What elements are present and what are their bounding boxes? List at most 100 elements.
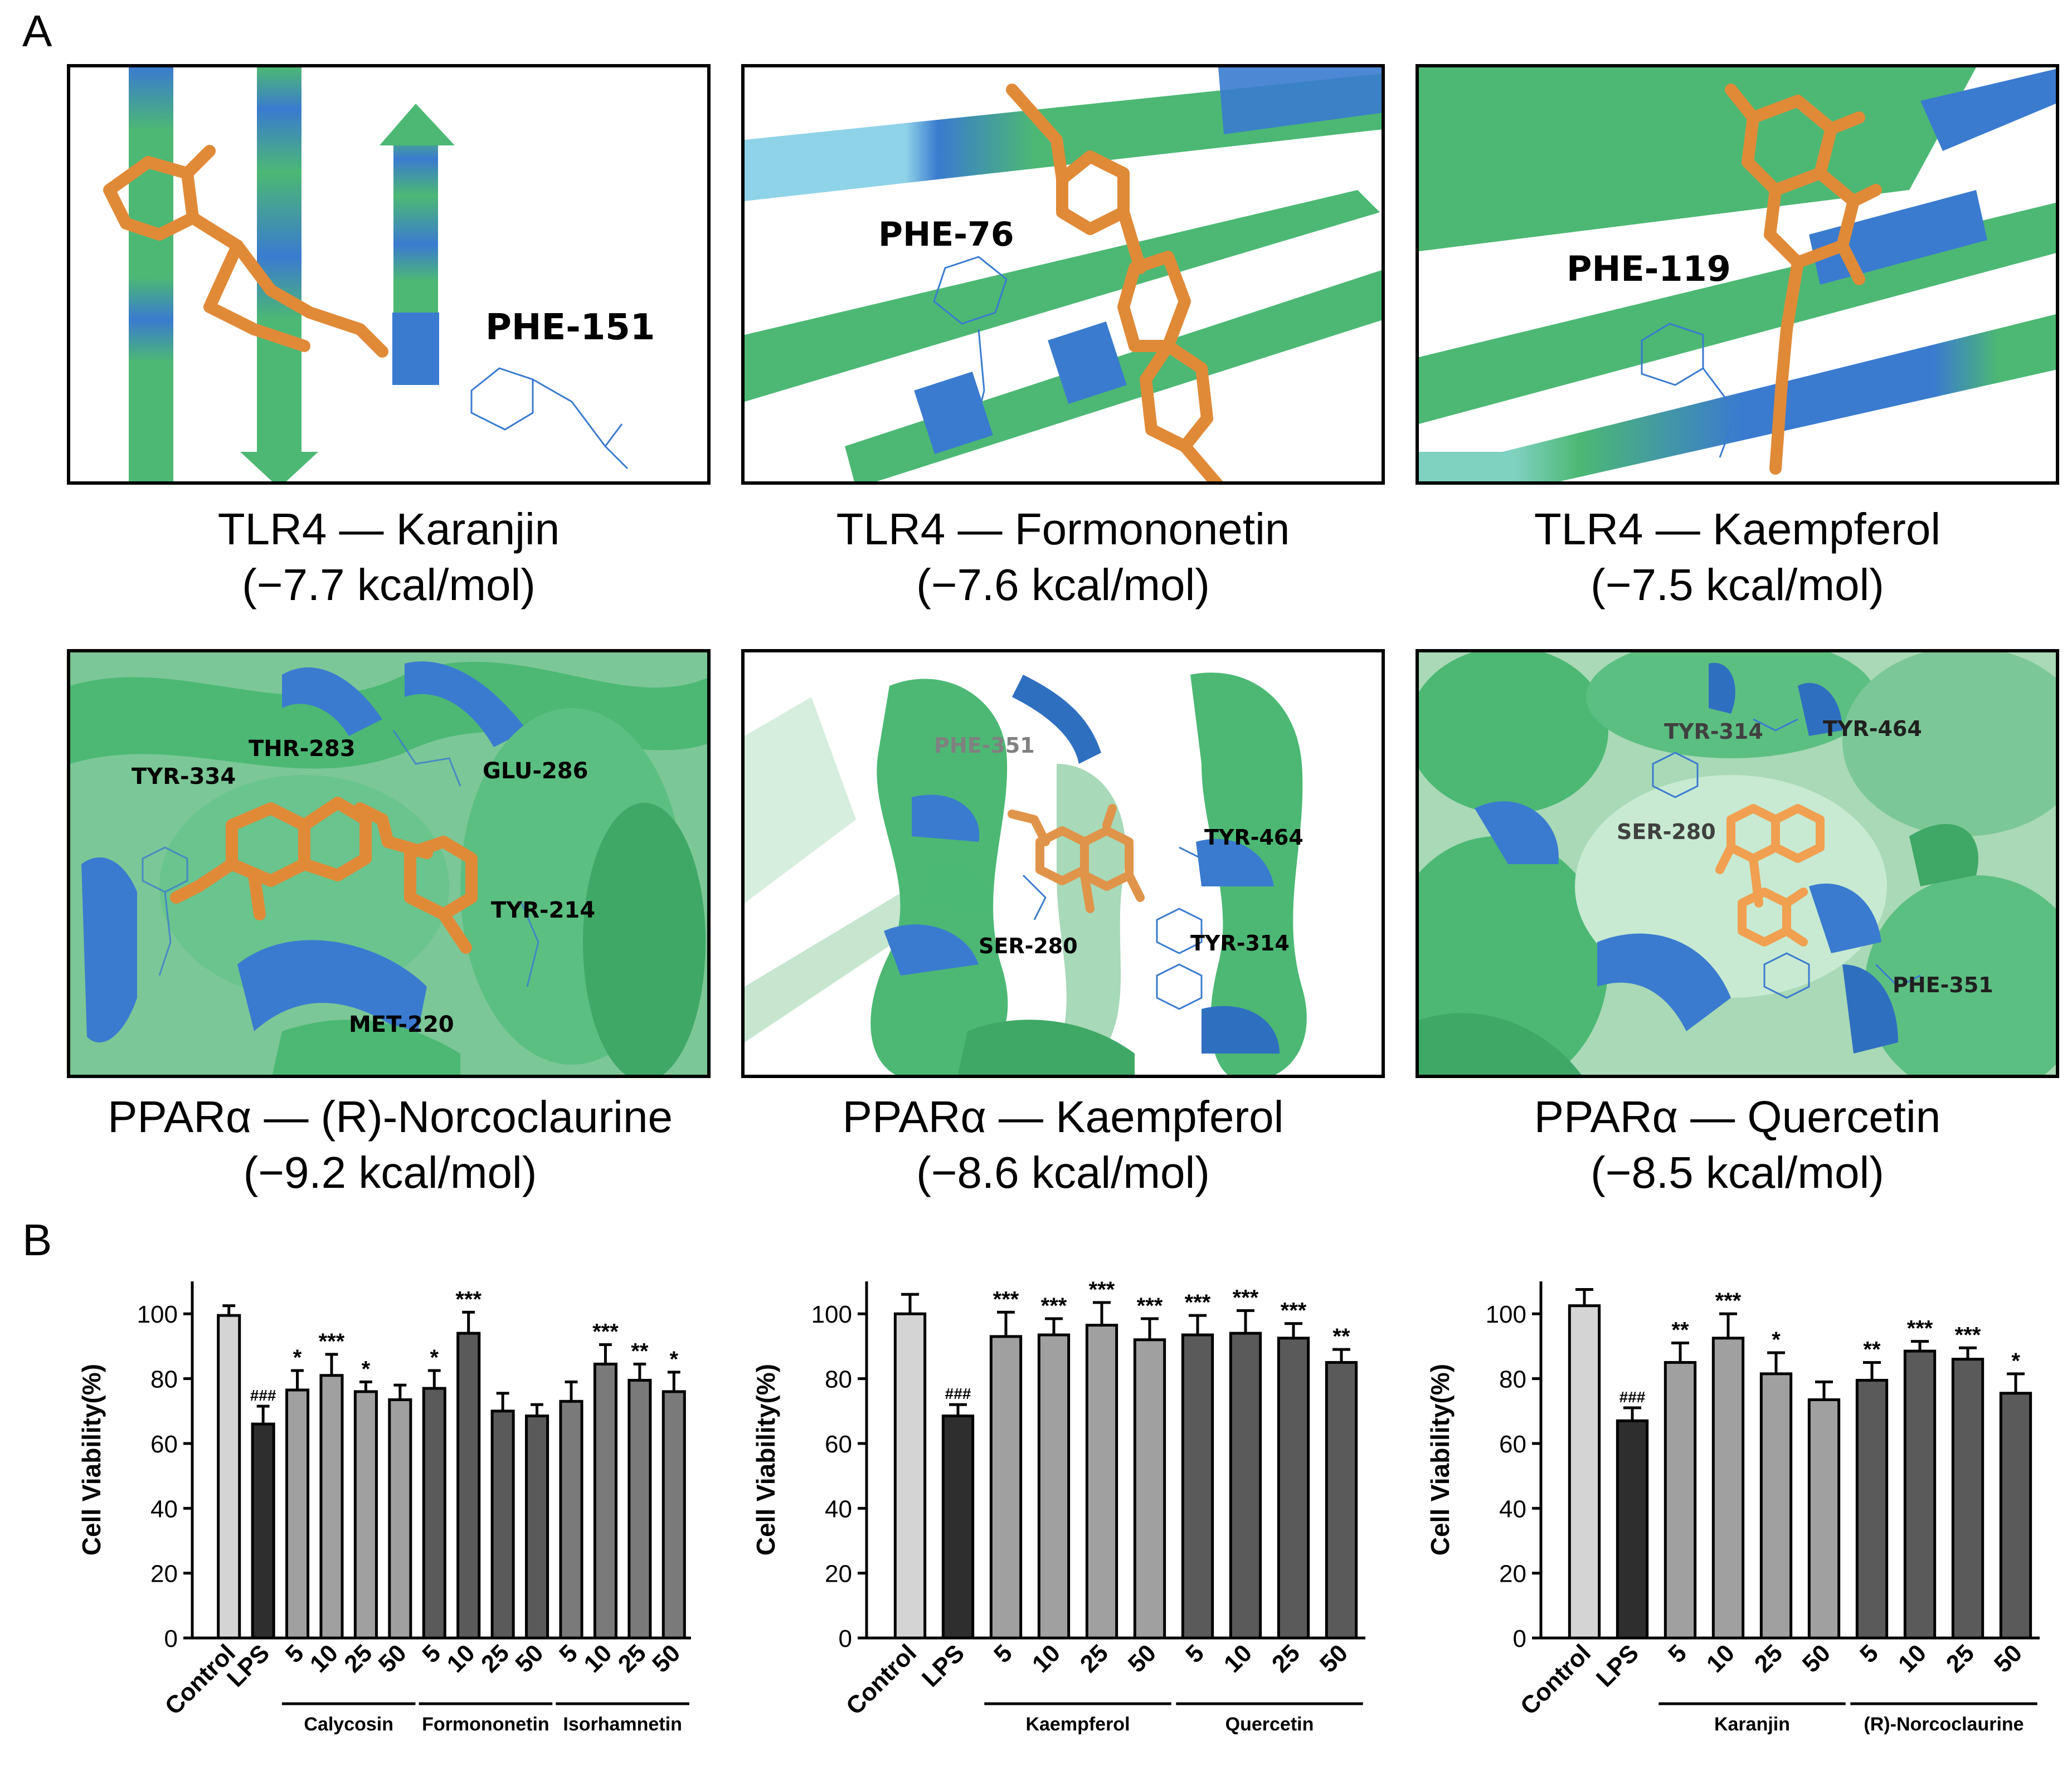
bar (1807, 1398, 1841, 1640)
bar (251, 1422, 275, 1640)
bar (1855, 1378, 1889, 1640)
docking-energy: (−8.5 kcal/mol) (1591, 1148, 1884, 1197)
significance-label: *** (455, 1287, 481, 1311)
x-tick-label: 5 (280, 1639, 309, 1668)
panel-b-label: B (22, 1215, 52, 1265)
significance-label: *** (1185, 1290, 1211, 1315)
group-label: Formononetin (422, 1714, 549, 1735)
x-tick-label: 5 (989, 1639, 1018, 1668)
group-label: (R)-Norcoclaurine (1864, 1714, 2024, 1735)
residue-label: GLU-286 (483, 758, 588, 784)
panel-a-label: A (22, 6, 52, 56)
docking-image-tlr4-karanjin: PHE-151 (67, 64, 711, 485)
group-label: Calycosin (304, 1714, 393, 1735)
x-tick-label: 25 (1075, 1639, 1113, 1678)
significance-label: ** (1671, 1318, 1689, 1343)
significance-label: *** (1089, 1278, 1115, 1302)
x-tick-label: 10 (442, 1639, 480, 1678)
bar (628, 1378, 652, 1640)
residue-label: TYR-314 (1664, 719, 1763, 744)
y-tick-label: 80 (1499, 1366, 1526, 1393)
significance-label: *** (1137, 1294, 1163, 1318)
residue-label: SER-280 (979, 934, 1078, 958)
y-tick-label: 40 (150, 1495, 178, 1523)
residue-label: TYR-314 (1190, 931, 1290, 955)
x-tick-label: 5 (1180, 1639, 1209, 1668)
docking-image-tlr4-kaempferol: PHE-119 (1416, 64, 2059, 485)
significance-label: *** (993, 1287, 1019, 1311)
residue-label: PHE-351 (1893, 973, 1993, 997)
bar (1616, 1419, 1649, 1640)
protein-ribbon-structure (745, 652, 1382, 1075)
x-tick-label: 50 (373, 1639, 412, 1678)
protein-ribbon-structure (1419, 652, 2056, 1075)
bar (1759, 1372, 1793, 1640)
docking-caption: PPARα — (R)-Norcoclaurine (−9.2 kcal/mol… (45, 1089, 736, 1201)
bar (941, 1414, 975, 1640)
y-tick-label: 100 (137, 1301, 178, 1328)
residue-label: TYR-464 (1823, 716, 1922, 741)
significance-label: * (1772, 1328, 1781, 1352)
group-label: Isorhamnetin (563, 1714, 682, 1735)
significance-label: * (362, 1357, 371, 1381)
bar (593, 1362, 617, 1640)
y-tick-label: 80 (825, 1366, 852, 1393)
bar (559, 1400, 583, 1640)
significance-label: ** (1332, 1324, 1350, 1349)
y-axis-label: Cell Viability(%) (1426, 1364, 1455, 1556)
bar (217, 1314, 241, 1640)
bar (1037, 1333, 1071, 1640)
bar (1277, 1337, 1310, 1640)
bar (989, 1335, 1023, 1640)
x-tick-label: 10 (1893, 1639, 1932, 1678)
docking-title: TLR4 — Kaempferol (1534, 504, 1941, 554)
significance-label: * (430, 1345, 439, 1370)
x-tick-label: LPS (1591, 1639, 1644, 1692)
x-tick-label: 25 (1749, 1639, 1788, 1678)
cell-viability-chart-3: 0 20 40 60 80 100 Cell Viability(%) Control ### L… (1426, 1281, 2040, 1735)
x-tick-label: 25 (613, 1639, 651, 1678)
y-tick-label: 100 (1486, 1301, 1526, 1328)
y-tick-label: 80 (150, 1366, 178, 1393)
bar (1711, 1337, 1745, 1640)
bar (1325, 1361, 1358, 1640)
significance-label: * (293, 1345, 302, 1370)
y-tick-label: 40 (1499, 1495, 1526, 1523)
x-tick-label: 25 (339, 1639, 377, 1678)
residue-label: TYR-464 (1204, 825, 1303, 850)
x-tick-label: 10 (305, 1639, 343, 1678)
residue-label: PHE-351 (934, 733, 1035, 758)
bar (1229, 1332, 1262, 1640)
docking-title: TLR4 — Karanjin (217, 504, 560, 554)
x-tick-label: 10 (1701, 1639, 1740, 1678)
x-tick-label: LPS (222, 1639, 275, 1692)
y-tick-label: 100 (811, 1301, 852, 1328)
y-tick-label: 60 (1499, 1431, 1526, 1458)
y-tick-label: 40 (825, 1495, 852, 1523)
bar (388, 1398, 412, 1640)
bar (1133, 1338, 1166, 1640)
docking-caption: TLR4 — Formononetin (−7.6 kcal/mol) (741, 501, 1385, 613)
bar (1664, 1361, 1697, 1640)
docking-title: PPARα — Quercetin (1534, 1092, 1941, 1142)
significance-label: *** (1715, 1289, 1742, 1313)
significance-label: *** (1041, 1294, 1067, 1318)
significance-label: ### (945, 1385, 971, 1402)
docking-caption: TLR4 — Kaempferol (−7.5 kcal/mol) (1416, 501, 2059, 613)
bar (1951, 1358, 1985, 1640)
group-label: Karanjin (1714, 1714, 1790, 1735)
bar (893, 1312, 927, 1640)
docking-energy: (−7.7 kcal/mol) (242, 560, 536, 610)
docking-title: PPARα — (R)-Norcoclaurine (108, 1092, 673, 1142)
protein-ribbon-structure (103, 67, 629, 481)
docking-image-tlr4-formononetin: PHE-76 (741, 64, 1385, 485)
y-tick-label: 20 (825, 1561, 852, 1588)
docking-title: PPARα — Kaempferol (842, 1092, 1284, 1142)
significance-label: * (2011, 1349, 2020, 1373)
y-tick-label: 20 (1499, 1561, 1526, 1588)
y-tick-label: 60 (825, 1431, 852, 1458)
bar (662, 1390, 686, 1640)
cell-viability-chart-2: 0 20 40 60 80 100 Cell Viability(%) Control ### L… (751, 1278, 1365, 1735)
significance-label: ### (1619, 1388, 1646, 1406)
x-tick-label: 5 (1663, 1639, 1692, 1668)
